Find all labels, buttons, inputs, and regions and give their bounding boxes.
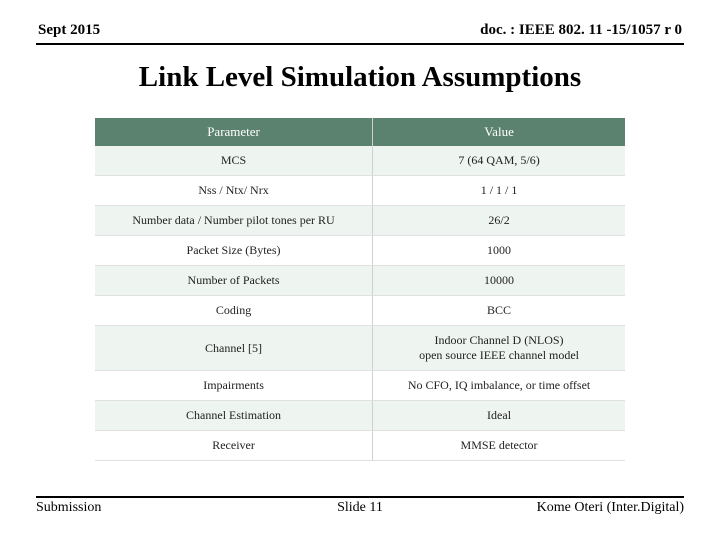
table-cell-parameter: MCS xyxy=(95,146,373,176)
table-row: ReceiverMMSE detector xyxy=(95,431,625,461)
table-cell-value: Ideal xyxy=(373,401,625,431)
table-cell-value: MMSE detector xyxy=(373,431,625,461)
table-cell-value: 10000 xyxy=(373,266,625,296)
footer-center: Slide 11 xyxy=(252,500,468,516)
table-cell-parameter: Channel Estimation xyxy=(95,401,373,431)
footer-right: Kome Oteri (Inter.Digital) xyxy=(468,500,684,516)
page-title: Link Level Simulation Assumptions xyxy=(36,61,684,94)
table-cell-parameter: Packet Size (Bytes) xyxy=(95,236,373,266)
footer-left: Submission xyxy=(36,500,252,516)
footer-rule xyxy=(36,496,684,498)
table-col-parameter: Parameter xyxy=(95,118,373,146)
header-rule xyxy=(36,43,684,45)
table-row: Packet Size (Bytes)1000 xyxy=(95,236,625,266)
table-row: ImpairmentsNo CFO, IQ imbalance, or time… xyxy=(95,371,625,401)
table-row: Channel EstimationIdeal xyxy=(95,401,625,431)
table-cell-parameter: Receiver xyxy=(95,431,373,461)
table-cell-parameter: Nss / Ntx/ Nrx xyxy=(95,176,373,206)
footer: Submission Slide 11 Kome Oteri (Inter.Di… xyxy=(36,496,684,516)
table-row: CodingBCC xyxy=(95,296,625,326)
table-cell-value: Indoor Channel D (NLOS)open source IEEE … xyxy=(373,326,625,371)
table-row: Nss / Ntx/ Nrx1 / 1 / 1 xyxy=(95,176,625,206)
table-row: MCS7 (64 QAM, 5/6) xyxy=(95,146,625,176)
table-cell-value: No CFO, IQ imbalance, or time offset xyxy=(373,371,625,401)
header-date: Sept 2015 xyxy=(38,22,100,39)
table-row: Channel [5]Indoor Channel D (NLOS)open s… xyxy=(95,326,625,371)
table-cell-value: 7 (64 QAM, 5/6) xyxy=(373,146,625,176)
table-col-value: Value xyxy=(373,118,625,146)
table-cell-value: 1000 xyxy=(373,236,625,266)
table-cell-parameter: Channel [5] xyxy=(95,326,373,371)
table-cell-value: 26/2 xyxy=(373,206,625,236)
table-cell-parameter: Number of Packets xyxy=(95,266,373,296)
table-cell-value: BCC xyxy=(373,296,625,326)
slide: Sept 2015 doc. : IEEE 802. 11 -15/1057 r… xyxy=(0,0,720,540)
table-row: Number of Packets10000 xyxy=(95,266,625,296)
footer-row: Submission Slide 11 Kome Oteri (Inter.Di… xyxy=(36,500,684,516)
parameters-table-wrap: Parameter Value MCS7 (64 QAM, 5/6)Nss / … xyxy=(95,118,625,461)
header-docid: doc. : IEEE 802. 11 -15/1057 r 0 xyxy=(480,22,682,39)
table-cell-parameter: Number data / Number pilot tones per RU xyxy=(95,206,373,236)
table-cell-parameter: Coding xyxy=(95,296,373,326)
table-body: MCS7 (64 QAM, 5/6)Nss / Ntx/ Nrx1 / 1 / … xyxy=(95,146,625,461)
table-header-row: Parameter Value xyxy=(95,118,625,146)
parameters-table: Parameter Value MCS7 (64 QAM, 5/6)Nss / … xyxy=(95,118,625,461)
table-row: Number data / Number pilot tones per RU2… xyxy=(95,206,625,236)
table-cell-parameter: Impairments xyxy=(95,371,373,401)
header: Sept 2015 doc. : IEEE 802. 11 -15/1057 r… xyxy=(36,22,684,41)
table-cell-value: 1 / 1 / 1 xyxy=(373,176,625,206)
